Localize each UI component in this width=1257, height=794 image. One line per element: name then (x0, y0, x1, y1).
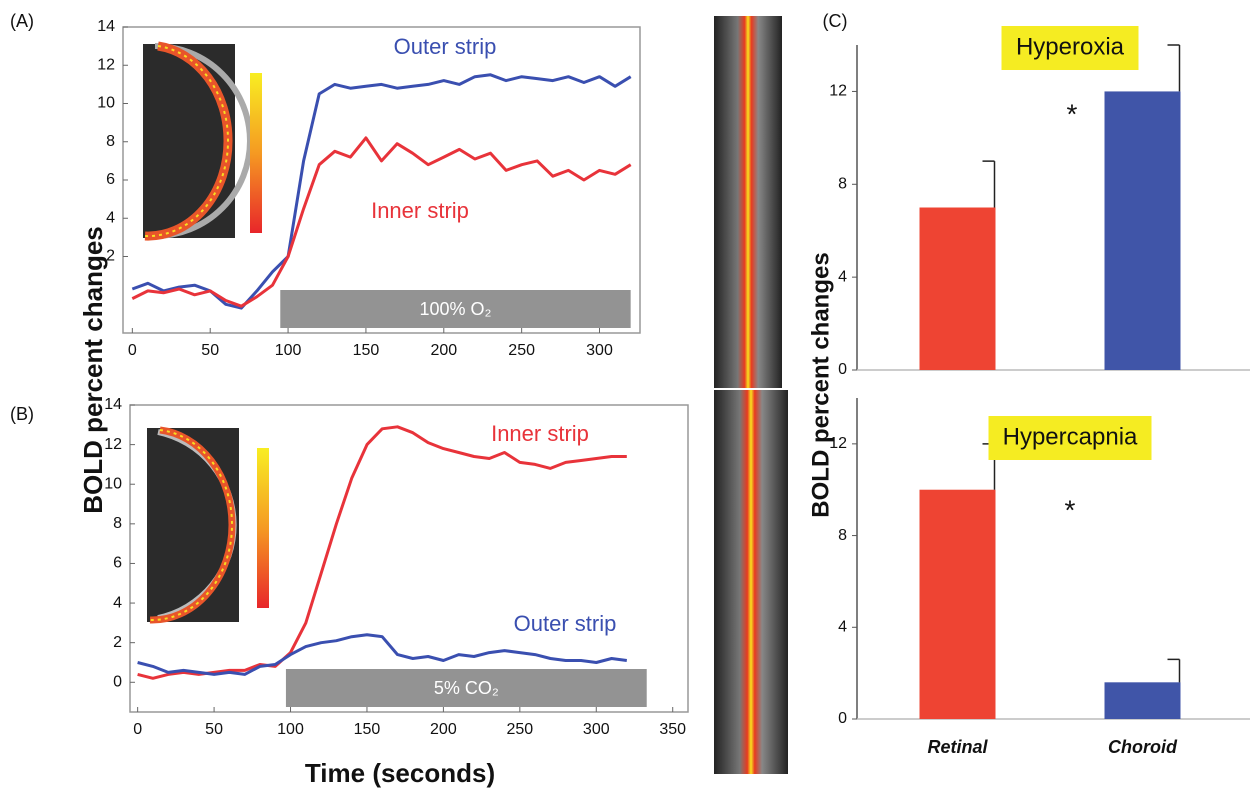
image-strip (714, 390, 788, 774)
data-line (137, 425, 627, 680)
stimulus-bar (280, 290, 631, 328)
x-tick-label: 250 (508, 342, 535, 359)
chart-title: Hyperoxia (1016, 33, 1125, 60)
title-box (1001, 26, 1139, 70)
series-label: Inner strip (491, 421, 589, 446)
y-tick-label: 12 (829, 83, 847, 100)
x-tick-label: 150 (354, 721, 381, 738)
x-tick-label: Retinal (927, 737, 988, 757)
annotation: * (1065, 494, 1076, 525)
bar (1104, 91, 1181, 370)
x-axis-label: Time (seconds) (305, 758, 495, 788)
panel-label: (C) (823, 11, 848, 31)
y-tick-label: 8 (106, 133, 115, 150)
x-tick-label: 250 (506, 721, 533, 738)
inset-image (143, 41, 262, 241)
data-line (137, 633, 627, 676)
annotation: * (1067, 98, 1078, 129)
x-tick-label: 100 (277, 721, 304, 738)
data-line (131, 136, 632, 308)
title-box (988, 416, 1152, 460)
y-tick-label: 2 (106, 248, 115, 265)
y-axis-label: BOLD percent changes (807, 252, 834, 517)
inset-image (147, 426, 269, 624)
error-bar (1167, 44, 1181, 92)
y-tick-label: 0 (838, 361, 847, 378)
panel-label: (B) (10, 404, 34, 424)
x-tick-label: 350 (659, 721, 686, 738)
x-tick-label: 300 (583, 721, 610, 738)
y-tick-label: 12 (829, 435, 847, 452)
x-tick-label: Choroid (1108, 737, 1178, 757)
stimulus-label: 100% O₂ (419, 299, 491, 319)
y-tick-label: 8 (113, 515, 122, 532)
y-tick-label: 4 (838, 619, 847, 636)
error-bar (982, 160, 996, 208)
bar (919, 207, 996, 370)
x-tick-label: 100 (275, 342, 302, 359)
x-tick-label: 200 (430, 342, 457, 359)
x-tick-label: 0 (133, 721, 142, 738)
y-tick-label: 14 (97, 18, 115, 35)
y-tick-label: 14 (104, 396, 122, 413)
y-tick-label: 6 (113, 555, 122, 572)
y-tick-label: 4 (106, 209, 115, 226)
y-tick-label: 8 (838, 527, 847, 544)
y-tick-label: 8 (838, 176, 847, 193)
stimulus-bar (285, 669, 647, 707)
series-label: Outer strip (514, 611, 617, 636)
x-tick-label: 0 (128, 342, 137, 359)
x-tick-label: 300 (586, 342, 613, 359)
bar (919, 489, 996, 719)
y-tick-label: 6 (106, 171, 115, 188)
series-label: Inner strip (371, 198, 469, 223)
y-tick-label: 4 (113, 594, 122, 611)
y-axis-label: BOLD percent changes (78, 226, 108, 514)
plot-frame (129, 404, 689, 713)
y-tick-label: 2 (113, 634, 122, 651)
x-tick-label: 50 (201, 342, 219, 359)
series-label: Outer strip (394, 34, 497, 59)
y-tick-label: 10 (104, 475, 122, 492)
chart-title: Hypercapnia (1003, 423, 1138, 450)
y-tick-label: 4 (838, 268, 847, 285)
y-tick-label: 12 (97, 56, 115, 73)
y-tick-label: 12 (104, 436, 122, 453)
x-tick-label: 50 (205, 721, 223, 738)
y-tick-label: 10 (97, 95, 115, 112)
image-strip (714, 16, 782, 388)
x-tick-label: 200 (430, 721, 457, 738)
bar (1104, 682, 1181, 719)
stimulus-label: 5% CO₂ (434, 678, 499, 698)
error-bar (1167, 658, 1181, 683)
x-tick-label: 150 (353, 342, 380, 359)
panel-label: (A) (10, 11, 34, 31)
y-tick-label: 0 (113, 674, 122, 691)
y-tick-label: 0 (838, 710, 847, 727)
